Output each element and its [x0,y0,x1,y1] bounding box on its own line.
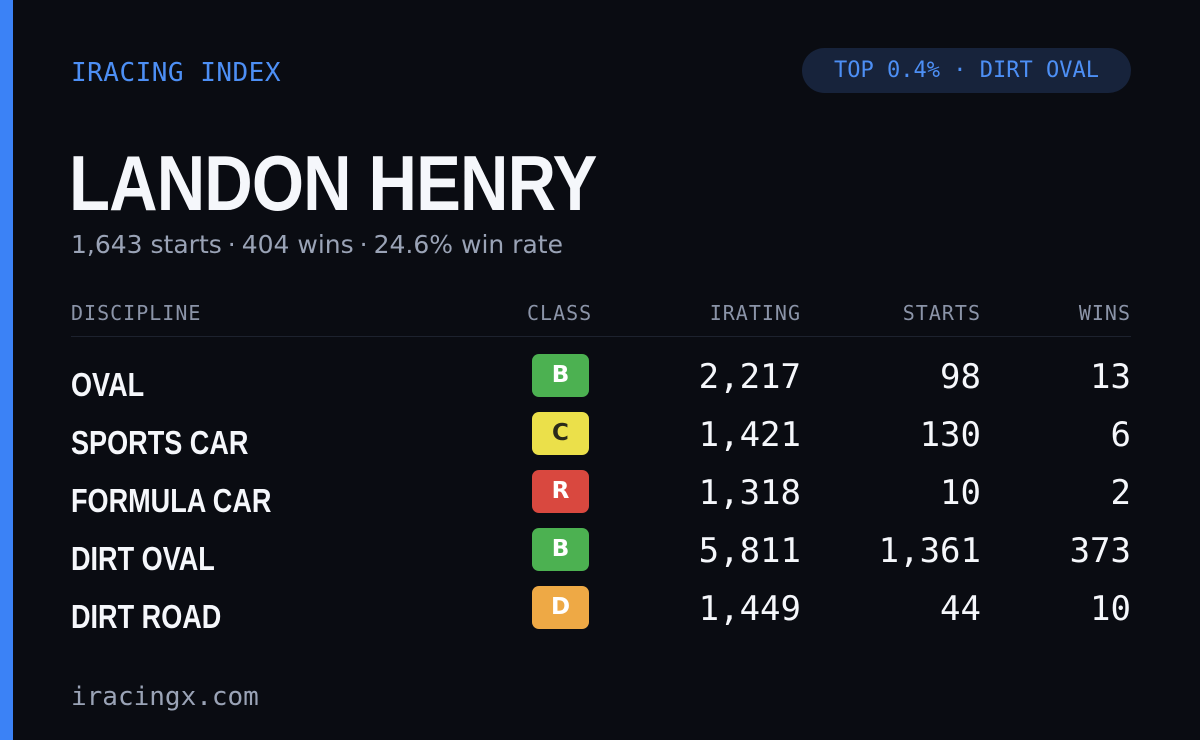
rank-badge: TOP 0.4% · DIRT OVAL [802,48,1131,93]
row-starts: 10 [940,473,981,513]
row-irating: 2,217 [698,357,801,397]
class-badge: B [532,528,589,571]
class-badge: R [532,470,589,513]
footer-url: iracingx.com [71,682,259,712]
summary-win-rate: 24.6% win rate [373,230,563,259]
header-starts: STARTS [902,301,981,325]
row-wins: 10 [1090,589,1131,629]
row-starts: 1,361 [878,531,981,571]
row-wins: 2 [1110,473,1131,513]
table-row: DIRT ROAD D 1,449 44 10 [71,584,1131,642]
row-irating: 1,318 [698,473,801,513]
header-class: CLASS [527,301,593,325]
row-irating: 1,449 [698,589,801,629]
row-discipline: FORMULA CAR [71,482,272,519]
row-irating: 5,811 [698,531,801,571]
class-badge: B [532,354,589,397]
header-wins: WINS [1078,301,1131,325]
row-starts: 130 [919,415,981,455]
table-row: FORMULA CAR R 1,318 10 2 [71,468,1131,526]
header-irating: IRATING [709,301,801,325]
row-discipline: OVAL [71,366,145,403]
row-discipline: DIRT ROAD [71,598,222,635]
table-row: SPORTS CAR C 1,421 130 6 [71,410,1131,468]
discipline-table: OVAL B 2,217 98 13 SPORTS CAR C 1,421 13… [71,352,1131,642]
row-irating: 1,421 [698,415,801,455]
summary-separator: · [227,230,236,259]
driver-summary: 1,643 starts · 404 wins · 24.6% win rate [71,228,563,262]
table-row: OVAL B 2,217 98 13 [71,352,1131,410]
class-badge: C [532,412,589,455]
row-wins: 6 [1110,415,1131,455]
class-badge: D [532,586,589,629]
driver-name: LANDON HENRY [69,139,597,227]
row-discipline: DIRT OVAL [71,540,215,577]
table-header: DISCIPLINE CLASS IRATING STARTS WINS [71,300,1131,337]
accent-bar [0,0,13,740]
summary-separator: · [359,230,368,259]
summary-starts: 1,643 starts [71,230,222,259]
brand-title: IRACING INDEX [71,58,281,88]
summary-wins: 404 wins [241,230,354,259]
row-discipline: SPORTS CAR [71,424,249,461]
table-row: DIRT OVAL B 5,811 1,361 373 [71,526,1131,584]
header-discipline: DISCIPLINE [71,301,202,325]
row-starts: 98 [940,357,981,397]
row-wins: 373 [1069,531,1131,571]
row-wins: 13 [1090,357,1131,397]
row-starts: 44 [940,589,981,629]
